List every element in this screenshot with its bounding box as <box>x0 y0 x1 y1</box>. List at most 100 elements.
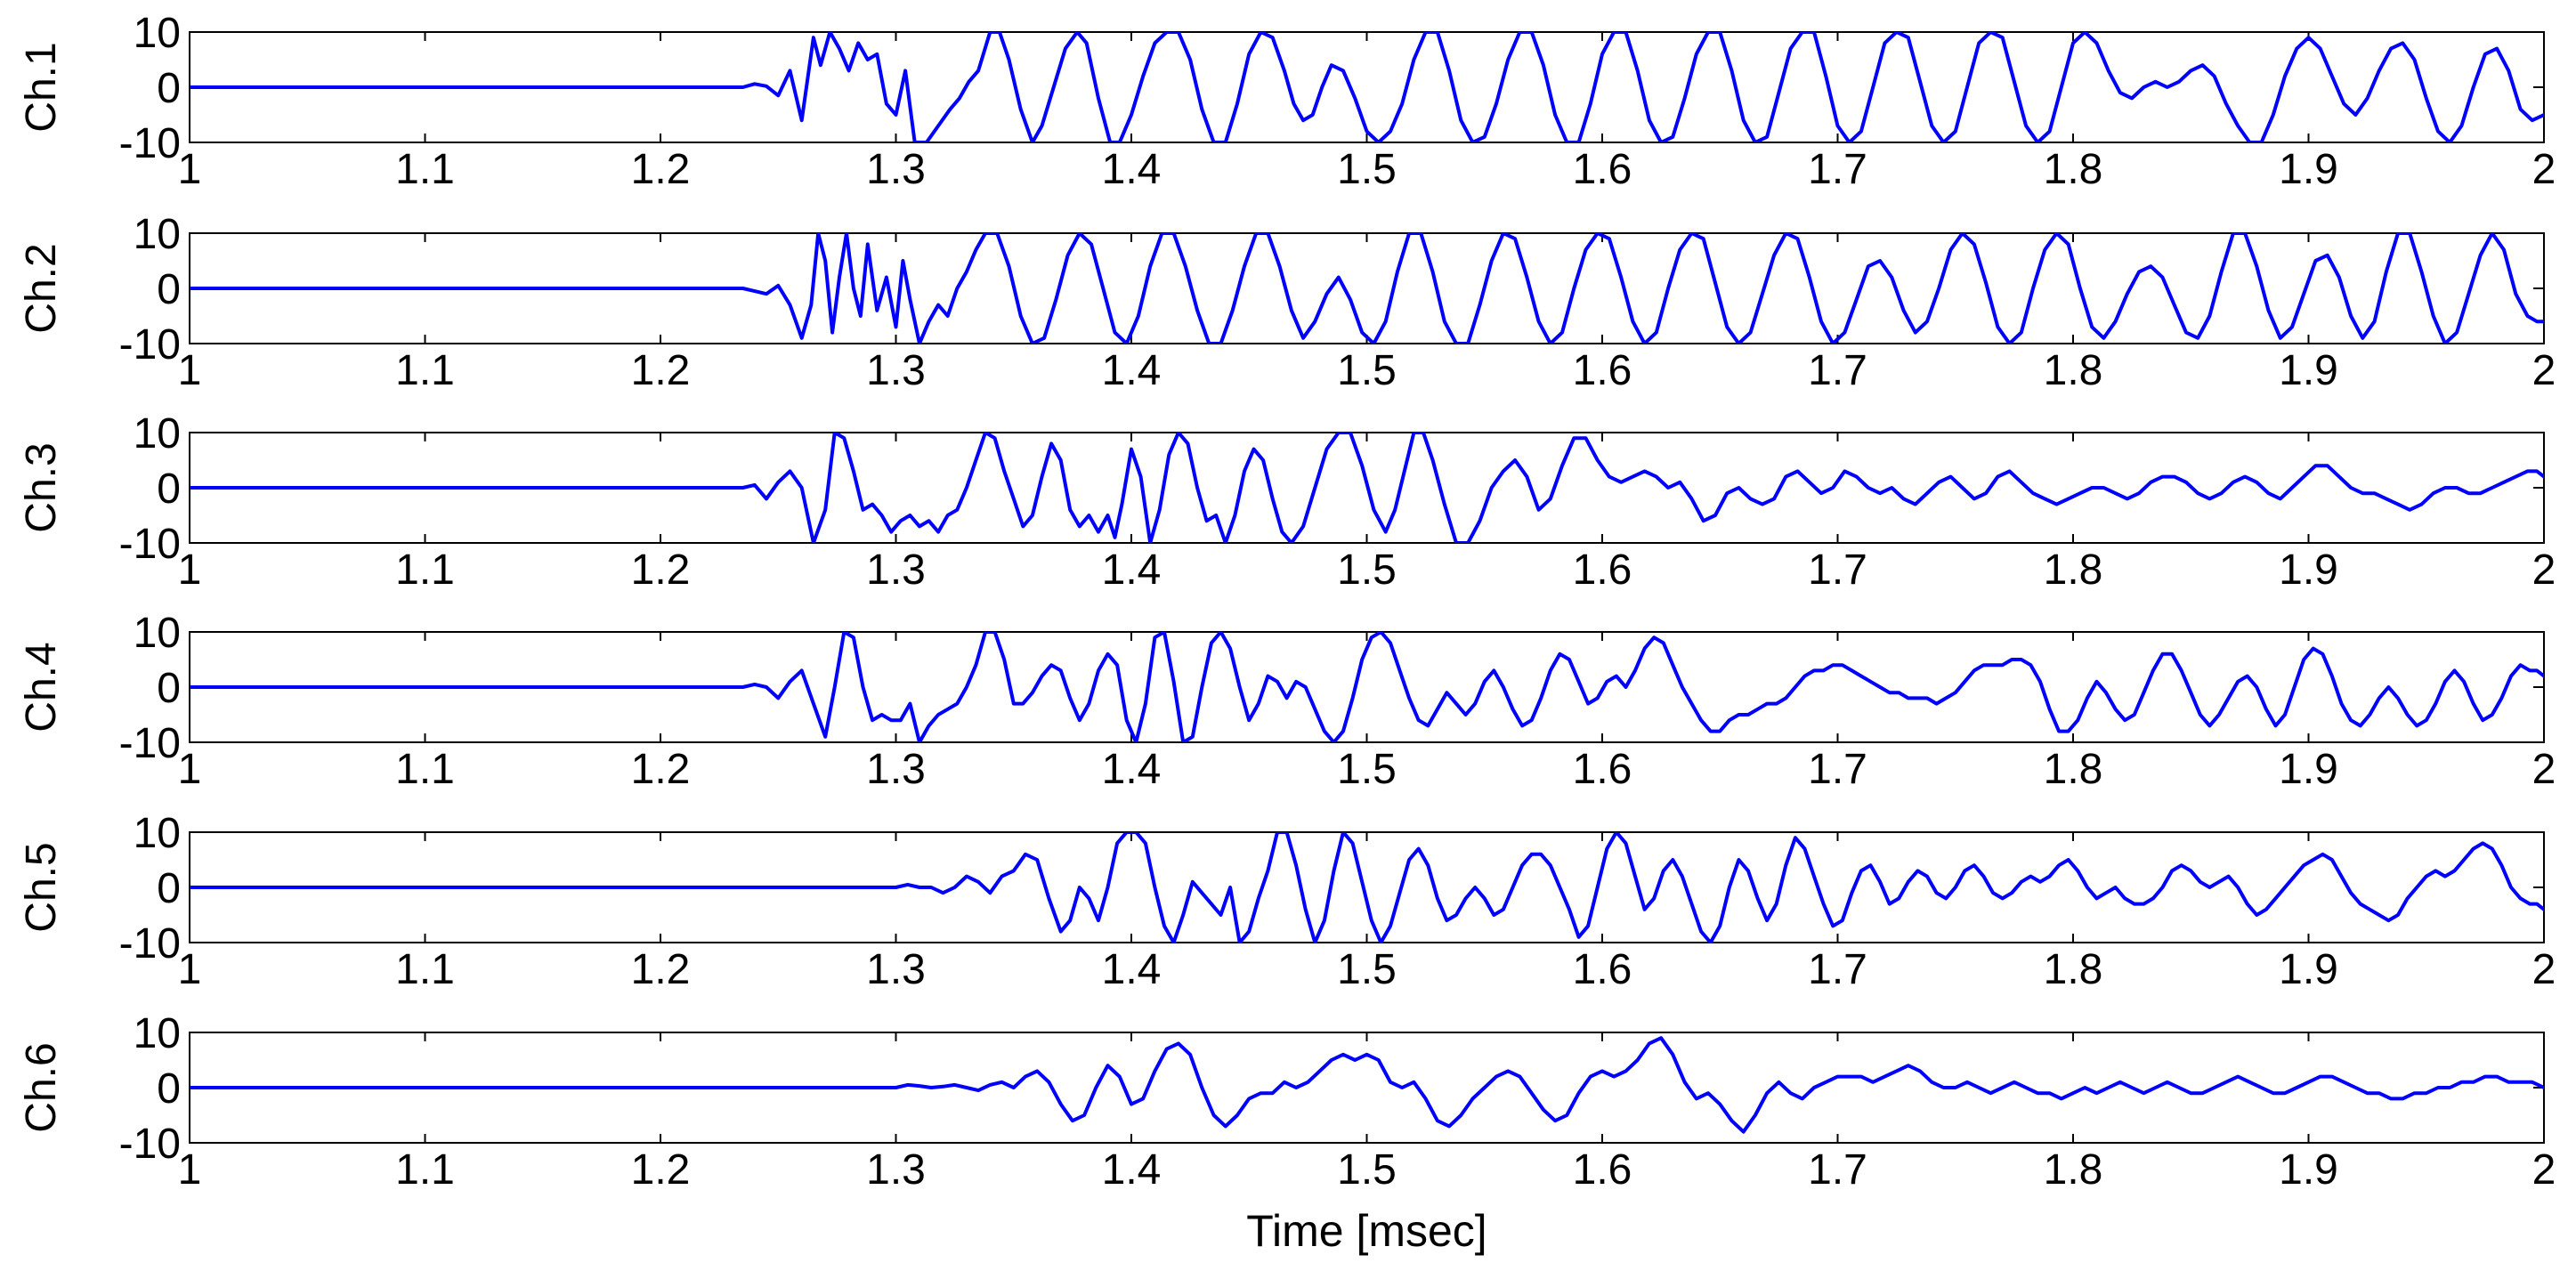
y-tick-label: 10 <box>134 610 181 657</box>
x-tick-label: 1.1 <box>395 1146 455 1194</box>
waveform-line-ch3 <box>190 433 2544 543</box>
y-tick-label: 10 <box>134 810 181 857</box>
x-tick-label: 1.7 <box>1808 746 1867 793</box>
x-tick-label: 1.5 <box>1337 946 1397 993</box>
x-tick-label: 1.6 <box>1573 946 1632 993</box>
x-tick-label: 2 <box>2532 946 2556 993</box>
channel-label: Ch.5 <box>18 842 65 932</box>
x-tick-label: 1.6 <box>1573 347 1632 394</box>
x-tick-label: 1.9 <box>2279 946 2338 993</box>
y-tick-label: 10 <box>134 1010 181 1057</box>
x-tick-label: 1.6 <box>1573 746 1632 793</box>
waveform-line-ch6 <box>190 1036 2544 1134</box>
x-tick-label: 1.7 <box>1808 347 1867 394</box>
channel-label: Ch.2 <box>18 243 65 333</box>
y-tick-label: -10 <box>119 120 181 167</box>
waveform-line-ch5 <box>190 832 2544 943</box>
x-tick-label: 1.4 <box>1102 347 1162 394</box>
waveform-line-ch1 <box>190 32 2544 142</box>
waveform-line-ch2 <box>190 233 2544 344</box>
waveform-line-ch4 <box>190 632 2544 742</box>
x-tick-label: 1.6 <box>1573 1146 1632 1194</box>
channel-panel-6: 1 1.1 1.2 1.3 1.4 1.5 1.6 1.7 1.8 1.9 2 -10 0 10 Ch.6 <box>18 1010 2556 1194</box>
x-tick-label: 1.3 <box>866 546 926 594</box>
channel-label: Ch.6 <box>18 1042 65 1132</box>
x-tick-label: 1.4 <box>1102 1146 1162 1194</box>
x-tick-label: 1.9 <box>2279 746 2338 793</box>
y-tick-label: 0 <box>157 665 181 712</box>
x-tick-label: 1.4 <box>1102 146 1162 193</box>
x-tick-label: 1.5 <box>1337 546 1397 594</box>
x-tick-label: 1 <box>178 146 202 193</box>
x-tick-label: 1.6 <box>1573 546 1632 594</box>
channel-label: Ch.1 <box>18 42 65 132</box>
x-tick-label: 1.5 <box>1337 347 1397 394</box>
x-tick-label: 1.1 <box>395 946 455 993</box>
x-tick-label: 1.8 <box>2044 946 2103 993</box>
x-tick-label: 2 <box>2532 546 2556 594</box>
x-tick-label: 2 <box>2532 347 2556 394</box>
y-tick-label: -10 <box>119 720 181 767</box>
channel-label: Ch.3 <box>18 442 65 532</box>
x-tick-label: 1.2 <box>631 546 691 594</box>
y-tick-label: 0 <box>157 1065 181 1113</box>
x-tick-label: 2 <box>2532 1146 2556 1194</box>
x-tick-label: 1.3 <box>866 746 926 793</box>
y-tick-label: -10 <box>119 1121 181 1168</box>
channel-label: Ch.4 <box>18 642 65 732</box>
x-tick-label: 1.2 <box>631 146 691 193</box>
x-tick-label: 1.7 <box>1808 1146 1867 1194</box>
x-tick-label: 1.8 <box>2044 1146 2103 1194</box>
channel-panel-1: 1 1.1 1.2 1.3 1.4 1.5 1.6 1.7 1.8 1.9 2 -10 0 10 Ch.1 <box>18 10 2556 193</box>
x-tick-label: 1.2 <box>631 946 691 993</box>
y-tick-label: 0 <box>157 266 181 313</box>
x-tick-label: 1.1 <box>395 146 455 193</box>
x-tick-label: 1.4 <box>1102 946 1162 993</box>
x-tick-label: 1.5 <box>1337 1146 1397 1194</box>
y-tick-label: 10 <box>134 410 181 457</box>
x-tick-label: 1.9 <box>2279 146 2338 193</box>
x-tick-label: 1.8 <box>2044 347 2103 394</box>
x-tick-label: 1 <box>178 746 202 793</box>
x-tick-label: 1.3 <box>866 1146 926 1194</box>
x-tick-label: 1.8 <box>2044 746 2103 793</box>
x-tick-label: 2 <box>2532 146 2556 193</box>
x-tick-label: 1.9 <box>2279 546 2338 594</box>
x-tick-label: 1 <box>178 347 202 394</box>
x-tick-label: 1.1 <box>395 546 455 594</box>
y-tick-label: -10 <box>119 521 181 568</box>
x-tick-label: 1 <box>178 546 202 594</box>
panels-layer: 1 1.1 1.2 1.3 1.4 1.5 1.6 1.7 1.8 1.9 2-10010Ch.11… <box>18 10 2556 1194</box>
x-tick-label: 1.2 <box>631 347 691 394</box>
x-tick-label: 1.8 <box>2044 146 2103 193</box>
x-axis-label: Time [msec] <box>1246 1206 1486 1256</box>
x-tick-label: 1.7 <box>1808 146 1867 193</box>
y-tick-label: 0 <box>157 465 181 513</box>
x-tick-label: 1 <box>178 1146 202 1194</box>
x-tick-label: 1.3 <box>866 146 926 193</box>
x-tick-label: 1.1 <box>395 347 455 394</box>
x-tick-label: 1.4 <box>1102 546 1162 594</box>
x-tick-label: 1.1 <box>395 746 455 793</box>
y-tick-label: 10 <box>134 211 181 258</box>
x-tick-label: 1.9 <box>2279 347 2338 394</box>
y-tick-label: 0 <box>157 65 181 112</box>
channel-panel-5: 1 1.1 1.2 1.3 1.4 1.5 1.6 1.7 1.8 1.9 2 -10 0 10 Ch.5 <box>18 810 2556 993</box>
x-tick-label: 1.5 <box>1337 746 1397 793</box>
x-tick-label: 1.4 <box>1102 746 1162 793</box>
x-tick-label: 1.3 <box>866 946 926 993</box>
x-tick-label: 1.3 <box>866 347 926 394</box>
y-tick-label: -10 <box>119 920 181 967</box>
x-tick-label: 1.7 <box>1808 946 1867 993</box>
y-tick-label: 0 <box>157 865 181 912</box>
x-tick-label: 1.7 <box>1808 546 1867 594</box>
y-tick-label: 10 <box>134 10 181 57</box>
x-tick-label: 1.5 <box>1337 146 1397 193</box>
channel-panel-2: 1 1.1 1.2 1.3 1.4 1.5 1.6 1.7 1.8 1.9 2 -10 0 10 Ch.2 <box>18 211 2556 394</box>
x-tick-label: 1.8 <box>2044 546 2103 594</box>
channel-panel-3: 1 1.1 1.2 1.3 1.4 1.5 1.6 1.7 1.8 1.9 2 -10 0 10 Ch.3 <box>18 410 2556 594</box>
x-tick-label: 1.2 <box>631 1146 691 1194</box>
x-tick-label: 1.6 <box>1573 146 1632 193</box>
y-tick-label: -10 <box>119 321 181 368</box>
